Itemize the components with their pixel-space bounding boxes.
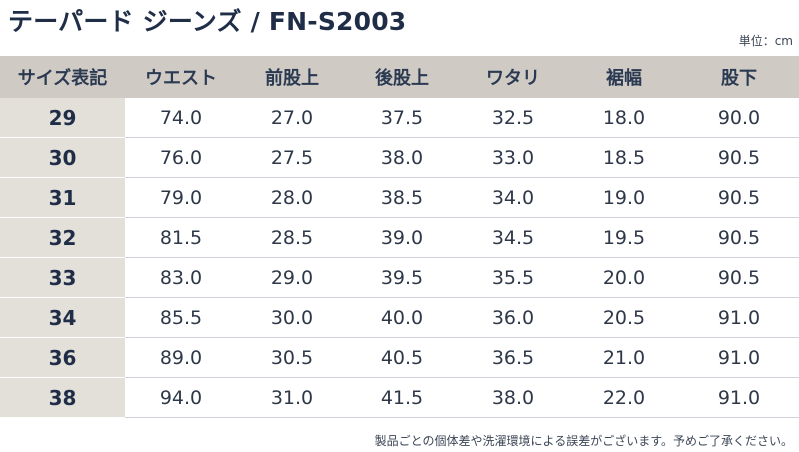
size-cell: 34: [0, 297, 125, 338]
size-cell: 38: [0, 377, 125, 418]
table-cell: 40.0: [347, 297, 457, 338]
table-cell: 85.5: [125, 297, 237, 338]
table-cell: 34.5: [457, 217, 569, 258]
table-cell: 28.5: [237, 217, 347, 258]
column-header-waist: ウエスト: [125, 56, 237, 98]
table-cell: 94.0: [125, 377, 237, 418]
size-chart-table: サイズ表記 ウエスト 前股上 後股上 ワタリ 裾幅 股下 29 74.0 27.…: [0, 56, 799, 418]
table-cell: 28.0: [237, 177, 347, 218]
column-header-front-rise: 前股上: [237, 56, 347, 98]
table-cell: 18.0: [569, 98, 679, 138]
table-cell: 38.5: [347, 177, 457, 218]
table-cell: 41.5: [347, 377, 457, 418]
table-cell: 34.0: [457, 177, 569, 218]
disclaimer-note: 製品ごとの個体差や洗濯環境による誤差がございます。予めご了承ください。: [374, 434, 793, 448]
table-cell: 19.5: [569, 217, 679, 258]
table-cell: 37.5: [347, 98, 457, 138]
table-cell: 27.5: [237, 137, 347, 178]
table-cell: 31.0: [237, 377, 347, 418]
column-header-size: サイズ表記: [0, 56, 125, 98]
table-cell: 29.0: [237, 257, 347, 298]
table-cell: 90.5: [679, 217, 799, 258]
column-header-thigh: ワタリ: [457, 56, 569, 98]
table-cell: 39.0: [347, 217, 457, 258]
table-cell: 32.5: [457, 98, 569, 138]
table-cell: 91.0: [679, 297, 799, 338]
table-row: 38 94.0 31.0 41.5 38.0 22.0 91.0: [0, 377, 799, 418]
table-cell: 35.5: [457, 257, 569, 298]
table-cell: 39.5: [347, 257, 457, 298]
table-cell: 79.0: [125, 177, 237, 218]
table-row: 29 74.0 27.0 37.5 32.5 18.0 90.0: [0, 98, 799, 138]
table-cell: 90.5: [679, 177, 799, 218]
column-header-back-rise: 後股上: [347, 56, 457, 98]
size-cell: 36: [0, 337, 125, 378]
table-cell: 20.0: [569, 257, 679, 298]
table-row: 36 89.0 30.5 40.5 36.5 21.0 91.0: [0, 337, 799, 378]
page-title: テーパード ジーンズ / FN-S2003: [8, 7, 407, 36]
table-cell: 90.5: [679, 257, 799, 298]
table-cell: 38.0: [457, 377, 569, 418]
unit-label: 単位：cm: [738, 34, 793, 48]
table-row: 34 85.5 30.0 40.0 36.0 20.5 91.0: [0, 297, 799, 338]
column-header-hem-width: 裾幅: [569, 56, 679, 98]
table-cell: 91.0: [679, 377, 799, 418]
table-row: 32 81.5 28.5 39.0 34.5 19.5 90.5: [0, 217, 799, 258]
table-cell: 74.0: [125, 98, 237, 138]
table-row: 33 83.0 29.0 39.5 35.5 20.0 90.5: [0, 257, 799, 298]
table-row: 30 76.0 27.5 38.0 33.0 18.5 90.5: [0, 137, 799, 178]
table-cell: 33.0: [457, 137, 569, 178]
table-cell: 21.0: [569, 337, 679, 378]
size-cell: 30: [0, 137, 125, 178]
table-header-row: サイズ表記 ウエスト 前股上 後股上 ワタリ 裾幅 股下: [0, 56, 799, 98]
size-cell: 29: [0, 98, 125, 138]
table-cell: 90.5: [679, 137, 799, 178]
table-cell: 19.0: [569, 177, 679, 218]
table-cell: 40.5: [347, 337, 457, 378]
table-cell: 30.5: [237, 337, 347, 378]
table-cell: 36.5: [457, 337, 569, 378]
table-cell: 22.0: [569, 377, 679, 418]
size-cell: 33: [0, 257, 125, 298]
table-cell: 30.0: [237, 297, 347, 338]
table-cell: 18.5: [569, 137, 679, 178]
table-cell: 83.0: [125, 257, 237, 298]
table-cell: 20.5: [569, 297, 679, 338]
table-cell: 91.0: [679, 337, 799, 378]
table-cell: 36.0: [457, 297, 569, 338]
size-cell: 32: [0, 217, 125, 258]
table-cell: 38.0: [347, 137, 457, 178]
table-cell: 89.0: [125, 337, 237, 378]
table-cell: 81.5: [125, 217, 237, 258]
table-cell: 27.0: [237, 98, 347, 138]
column-header-inseam: 股下: [679, 56, 799, 98]
table-cell: 76.0: [125, 137, 237, 178]
size-cell: 31: [0, 177, 125, 218]
table-cell: 90.0: [679, 98, 799, 138]
table-row: 31 79.0 28.0 38.5 34.0 19.0 90.5: [0, 177, 799, 218]
